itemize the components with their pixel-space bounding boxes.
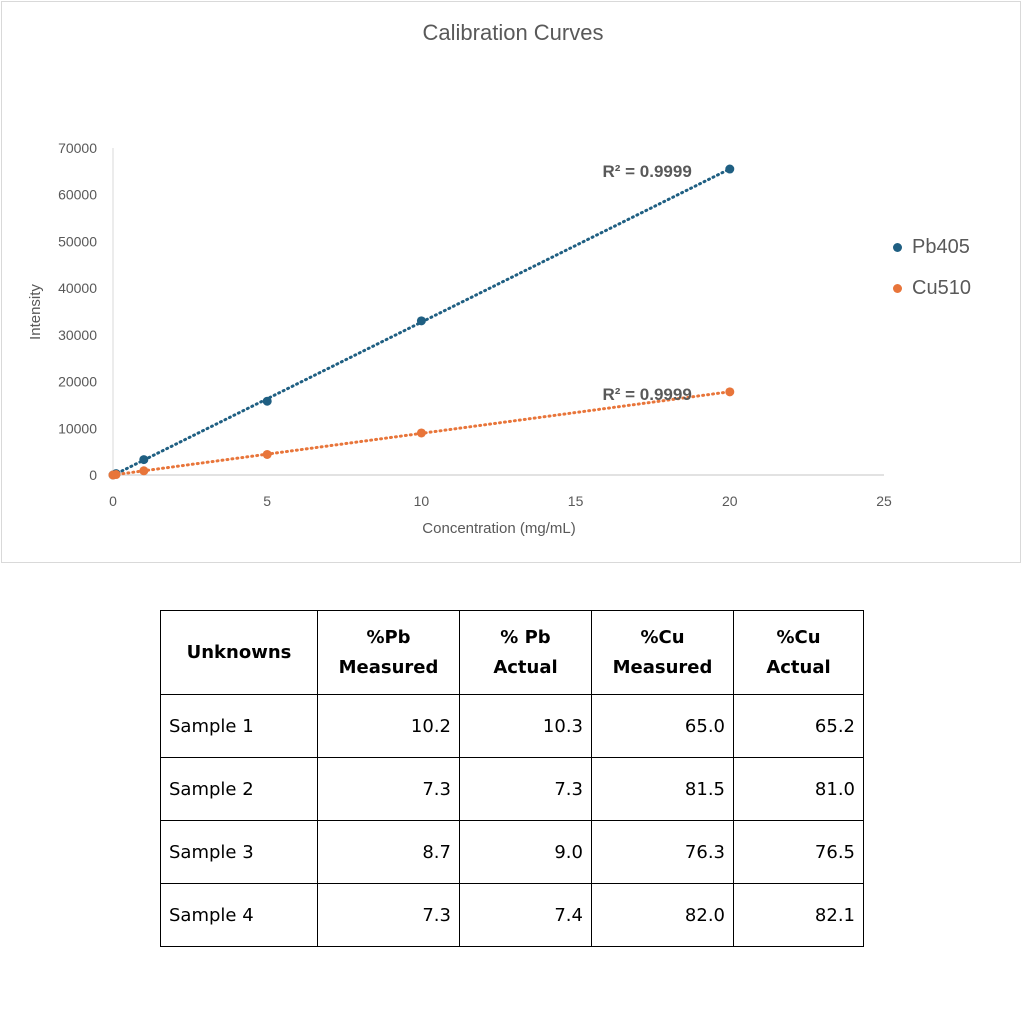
x-tick-label: 25 [876,493,892,509]
unknowns-table: Unknowns %Pb Measured % Pb Actual %Cu Measu… [160,610,864,947]
x-tick-label: 0 [109,493,117,509]
chart-area: Calibration Curves 0 10000 20000 30000 40000… [1,1,1021,563]
cell-cu-actual: 82.1 [733,883,864,947]
legend-label-pb405: Pb405 [912,235,970,258]
calibration-chart: Calibration Curves 0 10000 20000 30000 40000… [27,20,892,537]
data-point-cu510 [262,449,272,459]
data-point-pb405 [262,396,272,406]
x-axis-label: Concentration (mg/mL) [422,520,575,537]
cell-pb-measured: 10.2 [317,694,460,758]
cell-cu-actual: 65.2 [733,694,864,758]
header-cu-measured: %Cu Measured [591,610,734,695]
y-tick-label: 70000 [58,140,97,156]
data-point-cu510 [139,466,149,476]
y-tick-label: 10000 [58,420,97,436]
table-header-row: Unknowns %Pb Measured % Pb Actual %Cu Measu… [160,610,864,695]
cell-cu-measured: 76.3 [591,820,734,884]
table-row: Sample 1 10.2 10.3 65.0 65.2 [160,694,864,758]
cell-cu-actual: 76.5 [733,820,864,884]
legend-item-pb405: Pb405 [893,234,971,260]
cell-sample-name: Sample 4 [160,883,318,947]
cell-pb-actual: 7.3 [459,757,592,821]
x-tick-label: 10 [414,493,430,509]
header-pb-measured: %Pb Measured [317,610,460,695]
data-point-cu510 [416,428,426,438]
y-axis-label: Intensity [27,284,44,340]
y-tick-label: 30000 [58,327,97,343]
y-tick-label: 60000 [58,187,97,203]
x-tick-labels: 0 5 10 15 20 25 [109,493,892,509]
x-tick-label: 15 [568,493,584,509]
header-pb-actual: % Pb Actual [459,610,592,695]
cell-cu-actual: 81.0 [733,757,864,821]
y-tick-label: 50000 [58,233,97,249]
cell-cu-measured: 65.0 [591,694,734,758]
data-point-cu510 [725,387,735,397]
y-tick-label: 0 [89,467,97,483]
legend-item-cu510: Cu510 [893,275,971,301]
header-cu-actual: %Cu Actual [733,610,864,695]
r2-label-cu510: R² = 0.9999 [602,385,691,404]
cell-sample-name: Sample 1 [160,694,318,758]
y-tick-label: 40000 [58,280,97,296]
y-tick-labels: 0 10000 20000 30000 40000 50000 60000 70000 [58,140,97,483]
cell-cu-measured: 82.0 [591,883,734,947]
cell-sample-name: Sample 3 [160,820,318,884]
cell-sample-name: Sample 2 [160,757,318,821]
header-unknowns: Unknowns [160,610,318,695]
cell-pb-measured: 7.3 [317,883,460,947]
cell-cu-measured: 81.5 [591,757,734,821]
table-row: Sample 4 7.3 7.4 82.0 82.1 [160,883,864,947]
x-tick-label: 5 [263,493,271,509]
series-layer: R² = 0.9999 R² = 0.9999 [108,162,735,480]
legend-marker-pb405 [893,242,902,252]
cell-pb-measured: 7.3 [317,757,460,821]
cell-pb-actual: 7.4 [459,883,592,947]
x-tick-label: 20 [722,493,738,509]
cell-pb-actual: 9.0 [459,820,592,884]
data-point-pb405 [416,316,426,326]
y-tick-label: 20000 [58,374,97,390]
legend: Pb405 Cu510 [893,234,971,316]
chart-title: Calibration Curves [423,20,604,45]
legend-marker-cu510 [893,283,902,293]
legend-label-cu510: Cu510 [912,276,971,299]
table-row: Sample 3 8.7 9.0 76.3 76.5 [160,820,864,884]
data-point-pb405 [725,164,735,174]
data-point-cu510 [111,470,121,480]
cell-pb-measured: 8.7 [317,820,460,884]
data-point-pb405 [139,455,149,465]
table-row: Sample 2 7.3 7.3 81.5 81.0 [160,757,864,821]
cell-pb-actual: 10.3 [459,694,592,758]
r2-label-pb405: R² = 0.9999 [602,162,691,181]
